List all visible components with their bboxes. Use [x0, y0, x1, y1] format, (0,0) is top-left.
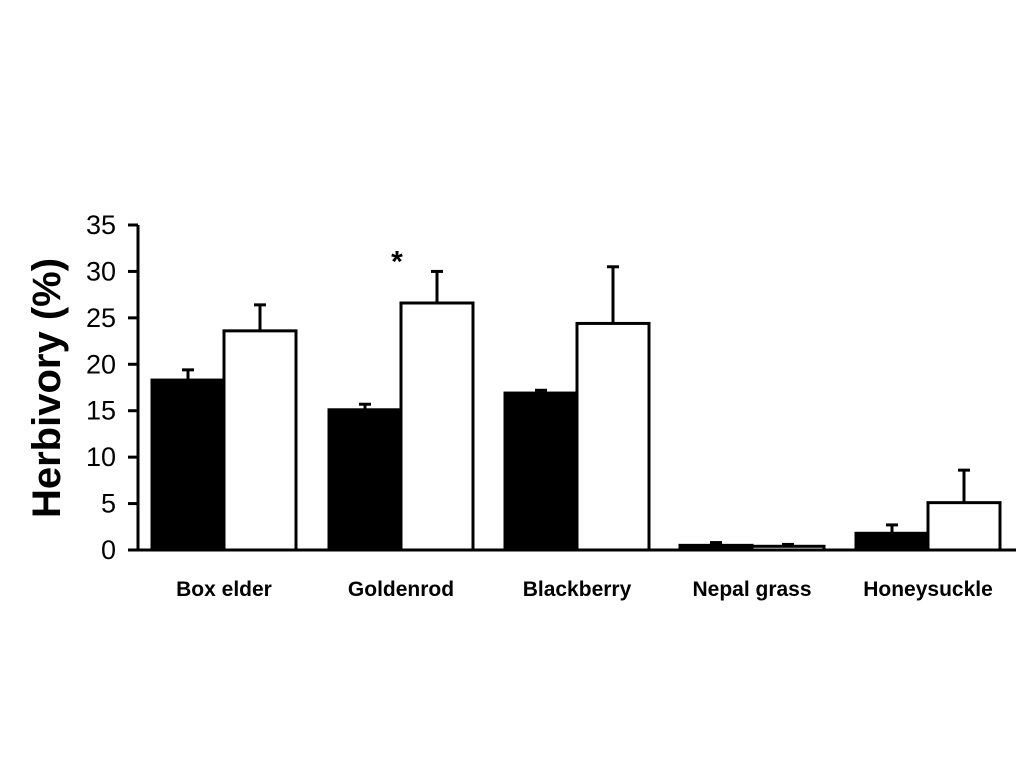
annotations: * — [391, 245, 403, 278]
bar-4-1 — [926, 501, 1002, 552]
y-tick-label-0: 0 — [101, 535, 116, 565]
y-tick-label-35: 35 — [86, 210, 116, 240]
bar-3-0 — [678, 543, 754, 552]
error-bars — [182, 265, 970, 547]
bar-0-0 — [150, 378, 226, 552]
category-label-4: Honeysuckle — [863, 578, 993, 601]
bars — [150, 301, 1002, 552]
y-tick-labels: 0 5 10 15 20 25 30 35 — [86, 210, 116, 565]
y-tick-label-5: 5 — [101, 489, 116, 519]
category-label-1: Goldenrod — [348, 578, 454, 601]
y-tick-label-30: 30 — [86, 256, 116, 286]
bar-3-1 — [750, 544, 826, 552]
category-labels: Box elder Goldenrod Blackberry Nepal grass H… — [176, 578, 993, 601]
y-tick-label-25: 25 — [86, 303, 116, 333]
category-label-0: Box elder — [176, 578, 272, 601]
bar-1-1 — [399, 301, 475, 552]
bar-2-0 — [503, 391, 579, 552]
category-label-3: Nepal grass — [692, 578, 811, 601]
bar-4-0 — [854, 531, 930, 552]
y-tick-label-10: 10 — [86, 442, 116, 472]
category-label-2: Blackberry — [523, 578, 632, 601]
bar-1-0 — [327, 408, 403, 552]
bar-2-1 — [575, 321, 651, 552]
significance-marker-0: * — [391, 245, 403, 278]
y-tick-label-20: 20 — [86, 349, 116, 379]
bar-0-1 — [222, 329, 298, 552]
y-tick-label-15: 15 — [86, 396, 116, 426]
y-axis-title: Herbivory (%) — [25, 258, 69, 518]
